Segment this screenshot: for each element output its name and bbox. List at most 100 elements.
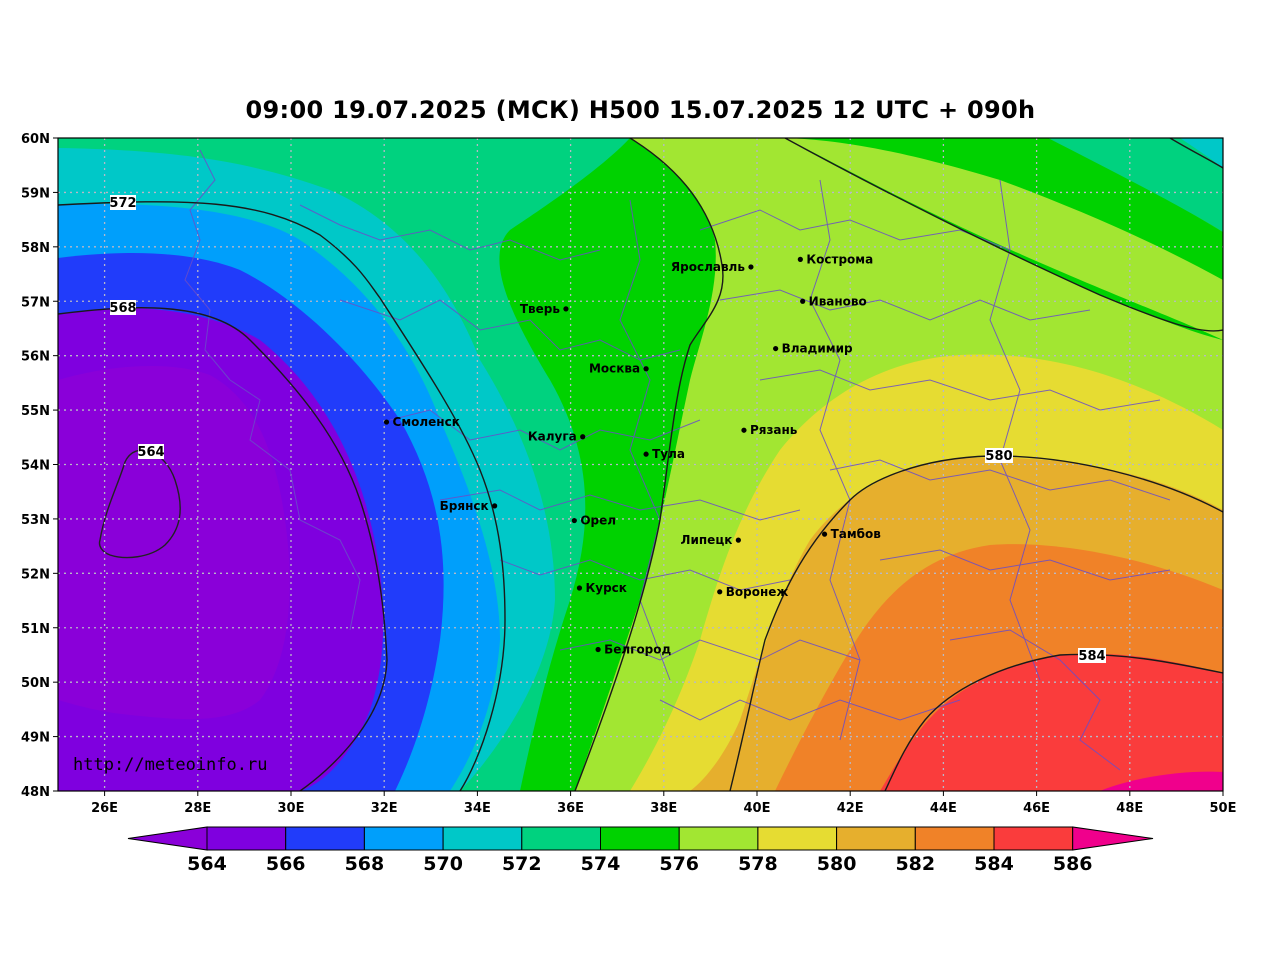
colorbar-swatch: [442, 826, 523, 851]
city-label: Ярославль: [671, 260, 745, 274]
lon-tick-label: 46E: [1023, 801, 1050, 816]
city-label: Липецк: [681, 533, 733, 547]
city-label: Орел: [580, 514, 616, 528]
city-markers: Кострома Ярославль Иваново Тверь Владимир Мос…: [383, 252, 882, 657]
band-586: [1100, 771, 1223, 791]
lat-tick-label: 50N: [21, 676, 50, 691]
city-label: Иваново: [809, 294, 867, 308]
city-dot: [748, 264, 754, 270]
lon-tick-label: 30E: [278, 801, 305, 816]
lat-tick-label: 56N: [21, 350, 50, 365]
lat-tick-label: 57N: [21, 295, 50, 310]
lat-tick-label: 53N: [21, 513, 50, 528]
band-574-top: [785, 138, 1223, 280]
lat-tick-label: 52N: [21, 567, 50, 582]
city-dot: [643, 366, 649, 372]
contour-label-568: 568: [109, 301, 136, 316]
city-label: Смоленск: [393, 415, 460, 429]
band-584: [880, 653, 1223, 791]
colorbar-swatch: [600, 826, 680, 851]
contour-label-572: 572: [109, 196, 136, 211]
watermark-url: http://meteoinfo.ru: [73, 755, 267, 775]
band-562: [58, 365, 290, 720]
city-label: Белгород: [604, 643, 671, 657]
city-dot: [643, 451, 649, 457]
city-dot: [800, 298, 806, 304]
colorbar-swatch: [993, 826, 1074, 851]
colorbar-swatch: [521, 826, 601, 851]
city-dot: [741, 427, 747, 433]
city-dot: [595, 646, 601, 653]
city-dot: [735, 537, 741, 543]
colorbar-label: 586: [1053, 853, 1093, 875]
band-572-top: [1048, 138, 1223, 232]
lat-tick-label: 58N: [21, 241, 50, 256]
city-label: Тула: [652, 447, 685, 461]
colorbar-label: 566: [266, 853, 306, 875]
colorbar-label: 564: [187, 853, 227, 875]
colorbar-label: 580: [817, 853, 857, 875]
lat-tick-label: 54N: [21, 459, 50, 474]
city-dot: [576, 585, 583, 591]
city-label: Тверь: [520, 302, 561, 316]
contour-label-584: 584: [1078, 649, 1105, 664]
colorbar-label: 578: [738, 853, 778, 875]
colorbar-label: 584: [974, 853, 1014, 875]
lon-tick-label: 42E: [837, 801, 864, 816]
city-label: Кострома: [806, 252, 873, 266]
city-label: Брянск: [440, 499, 489, 513]
city-label: Курск: [585, 581, 626, 595]
lat-tick-label: 55N: [21, 404, 50, 419]
colorbar-label: 582: [895, 853, 935, 875]
colorbar-swatch: [836, 826, 916, 851]
lon-tick-label: 26E: [91, 801, 118, 816]
contour-label-group: 572 568 564 580 584: [109, 195, 1106, 664]
colorbar-label: 568: [345, 853, 385, 875]
lat-tick-label: 51N: [21, 622, 50, 637]
lat-tick-label: 49N: [21, 731, 50, 746]
lat-tick-label: 48N: [21, 785, 50, 800]
band-570-top: [1180, 138, 1223, 168]
region-borders: [184, 149, 1171, 771]
city-dot: [563, 306, 569, 312]
lon-tick-label: 38E: [650, 801, 677, 816]
colorbar-swatch: [206, 826, 287, 851]
colorbar-swatch: [914, 826, 995, 851]
contour-lines: [58, 138, 1223, 791]
city-label: Воронеж: [726, 585, 789, 599]
lon-tick-label: 44E: [930, 801, 957, 816]
city-label: Калуга: [528, 430, 577, 444]
colorbar-swatch: [757, 826, 838, 851]
colorbar-low-arrow: [127, 826, 208, 851]
colorbar-high-arrow: [1072, 826, 1154, 851]
lon-tick-label: 50E: [1210, 801, 1237, 816]
lat-tick-label: 60N: [21, 132, 50, 147]
colorbar-label: 576: [659, 853, 699, 875]
lon-tick-label: 40E: [744, 801, 771, 816]
city-label: Владимир: [782, 342, 853, 356]
city-label: Рязань: [750, 423, 798, 437]
lon-tick-label: 36E: [557, 801, 584, 816]
map-plot-area: Кострома Ярославль Иваново Тверь Владимир Мос…: [58, 138, 1223, 791]
city-label: Тамбов: [831, 527, 882, 541]
colorbar-swatch: [363, 826, 444, 851]
latitude-axis: 60N 59N 58N 57N 56N 55N 54N 53N 52N 51N 50N 49N 48N: [21, 132, 58, 800]
city-dot: [383, 419, 390, 425]
longitude-axis: 26E 28E 30E 32E 34E 36E 38E 40E 42E 44E 46E 48E 50E: [91, 791, 1236, 816]
city-dot: [821, 531, 828, 537]
map-grid: [58, 138, 1223, 791]
colorbar-swatch: [678, 826, 759, 851]
city-dot: [717, 589, 723, 595]
lon-tick-label: 34E: [464, 801, 491, 816]
lon-tick-label: 32E: [371, 801, 398, 816]
lat-tick-label: 59N: [21, 186, 50, 201]
low-center-564: [98, 449, 181, 559]
city-dot: [580, 434, 586, 440]
city-dot: [571, 517, 577, 524]
colorbar-label: 570: [423, 853, 463, 875]
lon-tick-label: 28E: [184, 801, 211, 816]
contour-label-580: 580: [985, 449, 1012, 464]
lon-tick-label: 48E: [1116, 801, 1143, 816]
city-dot: [773, 345, 779, 352]
